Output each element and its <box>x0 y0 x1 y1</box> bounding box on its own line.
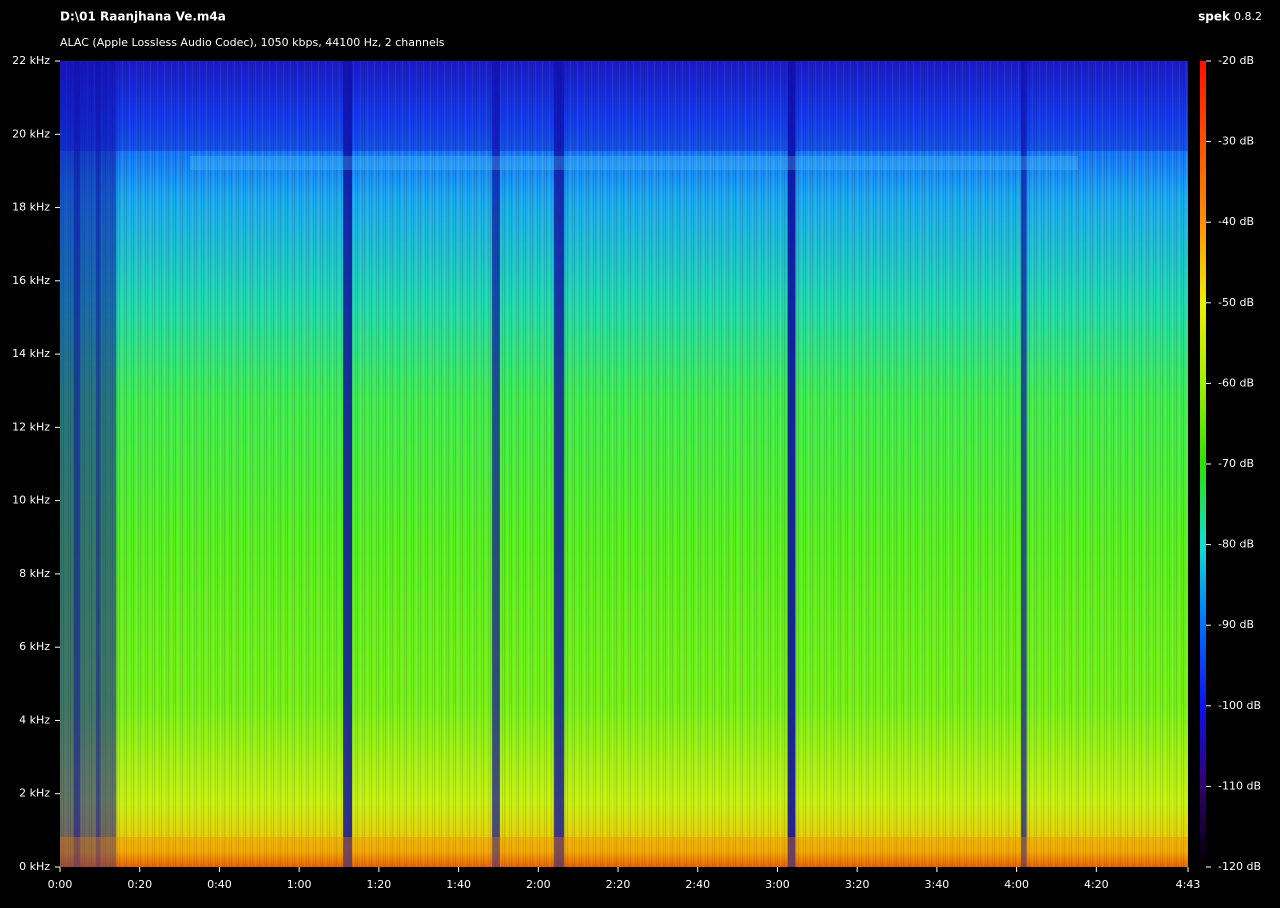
x-tick-label: 2:20 <box>606 878 631 891</box>
x-tick-label: 1:40 <box>446 878 471 891</box>
y-tick-label: 2 kHz <box>19 787 50 800</box>
scale-tick-label: -70 dB <box>1218 457 1254 470</box>
quiet-band <box>60 61 117 867</box>
x-tick-label: 3:40 <box>925 878 950 891</box>
file-title: D:\01 Raanjhana Ve.m4a <box>60 10 226 24</box>
y-tick-label: 6 kHz <box>19 640 50 653</box>
x-tick-label: 0:20 <box>127 878 152 891</box>
codec-info: ALAC (Apple Lossless Audio Codec), 1050 … <box>60 36 445 49</box>
x-tick-label: 3:00 <box>765 878 790 891</box>
y-tick-label: 4 kHz <box>19 713 50 726</box>
scale-tick-label: -100 dB <box>1218 699 1261 712</box>
scale-tick-label: -90 dB <box>1218 618 1254 631</box>
spectrogram-texture <box>60 61 1188 867</box>
quiet-band <box>787 61 796 867</box>
scale-tick-label: -60 dB <box>1218 376 1254 389</box>
top-fade <box>60 61 1188 151</box>
y-tick-label: 14 kHz <box>12 347 50 360</box>
x-tick-label: 1:00 <box>287 878 312 891</box>
color-scale <box>1200 61 1206 867</box>
y-tick-label: 18 kHz <box>12 201 50 214</box>
y-tick-label: 8 kHz <box>19 567 50 580</box>
y-tick-label: 22 kHz <box>12 54 50 67</box>
x-tick-label: 1:20 <box>367 878 392 891</box>
quiet-band <box>554 61 565 867</box>
x-tick-label: 0:40 <box>207 878 232 891</box>
x-tick-label: 4:43 <box>1176 878 1201 891</box>
quiet-band <box>343 61 353 867</box>
spectrogram <box>60 61 1188 867</box>
quiet-band <box>492 61 500 867</box>
x-tick-label: 2:40 <box>685 878 710 891</box>
x-tick-label: 4:00 <box>1004 878 1029 891</box>
app-name: spek <box>1198 10 1231 24</box>
bass-band <box>60 837 1188 867</box>
y-tick-label: 16 kHz <box>12 274 50 287</box>
scale-tick-label: -30 dB <box>1218 135 1254 148</box>
x-tick-label: 3:20 <box>845 878 870 891</box>
x-tick-label: 2:00 <box>526 878 551 891</box>
scale-tick-label: -110 dB <box>1218 779 1261 792</box>
scale-tick-label: -80 dB <box>1218 538 1254 551</box>
x-tick-label: 0:00 <box>48 878 73 891</box>
x-tick-label: 4:20 <box>1084 878 1109 891</box>
y-tick-label: 10 kHz <box>12 494 50 507</box>
y-tick-label: 12 kHz <box>12 420 50 433</box>
scale-tick-label: -20 dB <box>1218 54 1254 67</box>
app-version: 0.8.2 <box>1234 10 1262 23</box>
scale-tick-label: -40 dB <box>1218 215 1254 228</box>
y-tick-label: 0 kHz <box>19 860 50 873</box>
y-tick-label: 20 kHz <box>12 127 50 140</box>
scale-tick-label: -50 dB <box>1218 296 1254 309</box>
quiet-band <box>96 61 101 867</box>
tone-band <box>190 156 1078 170</box>
scale-tick-label: -120 dB <box>1218 860 1261 873</box>
quiet-band <box>1021 61 1027 867</box>
quiet-band <box>73 61 81 867</box>
